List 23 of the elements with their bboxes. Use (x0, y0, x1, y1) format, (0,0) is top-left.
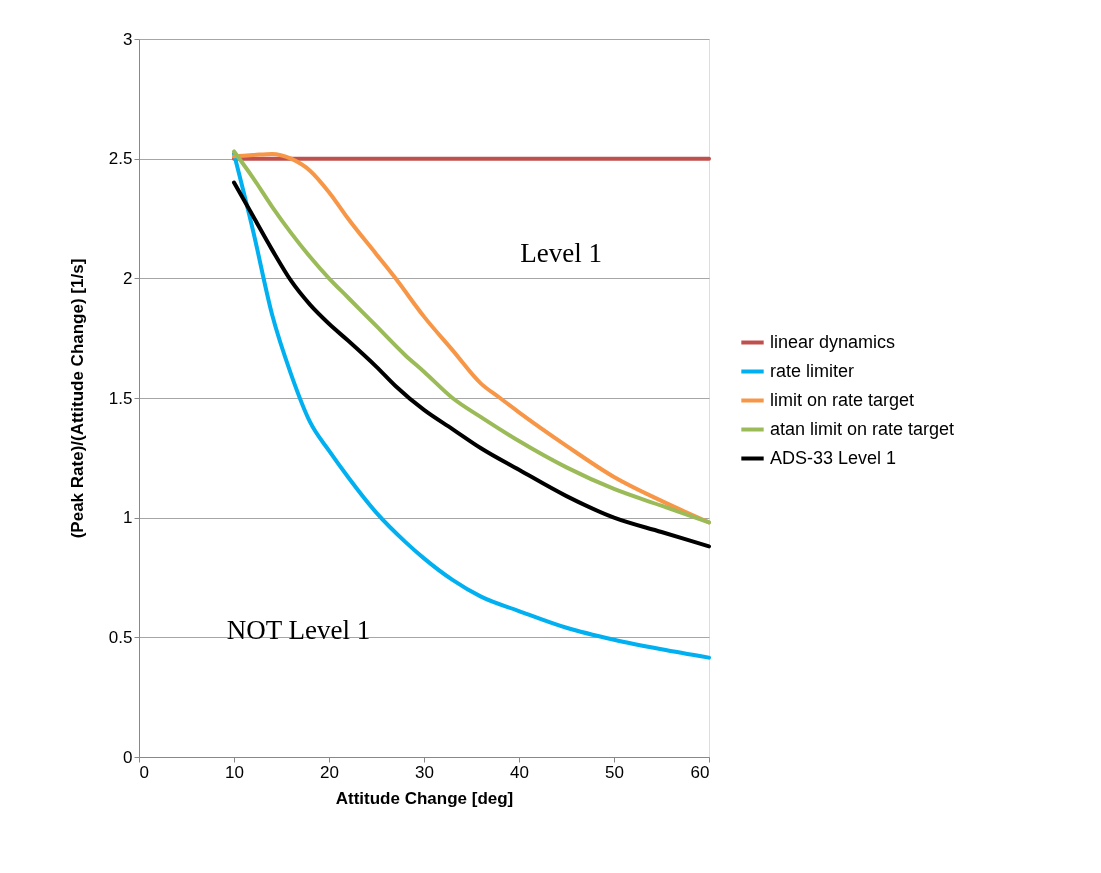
legend-label: atan limit on rate target (770, 418, 955, 439)
x-tick-label: 0 (139, 762, 149, 782)
x-tick-label: 20 (320, 762, 339, 782)
y-tick-label: 1 (123, 508, 133, 528)
y-tick-label: 1.5 (108, 388, 133, 408)
x-tick-label: 10 (225, 762, 244, 782)
legend-label: ADS-33 Level 1 (770, 447, 897, 468)
x-axis-title: Attitude Change [deg] (335, 788, 514, 808)
legend-label: linear dynamics (770, 331, 896, 352)
x-tick-label: 40 (510, 762, 529, 782)
x-tick-label: 50 (605, 762, 624, 782)
y-axis-title: (Peak Rate)/(Attitude Change) [1/s] (67, 258, 87, 539)
y-tick-label: 2.5 (108, 149, 133, 169)
annotation: NOT Level 1 (226, 615, 371, 646)
y-tick-label: 3 (123, 29, 133, 49)
legend-label: limit on rate target (770, 389, 915, 410)
x-tick-label: 30 (415, 762, 434, 782)
legend-label: rate limiter (770, 360, 855, 381)
y-tick-label: 0.5 (108, 627, 133, 647)
x-tick-label: 60 (690, 762, 710, 782)
y-tick-label: 2 (123, 268, 133, 288)
y-tick-label: 0 (123, 747, 133, 767)
annotation: Level 1 (520, 238, 603, 269)
